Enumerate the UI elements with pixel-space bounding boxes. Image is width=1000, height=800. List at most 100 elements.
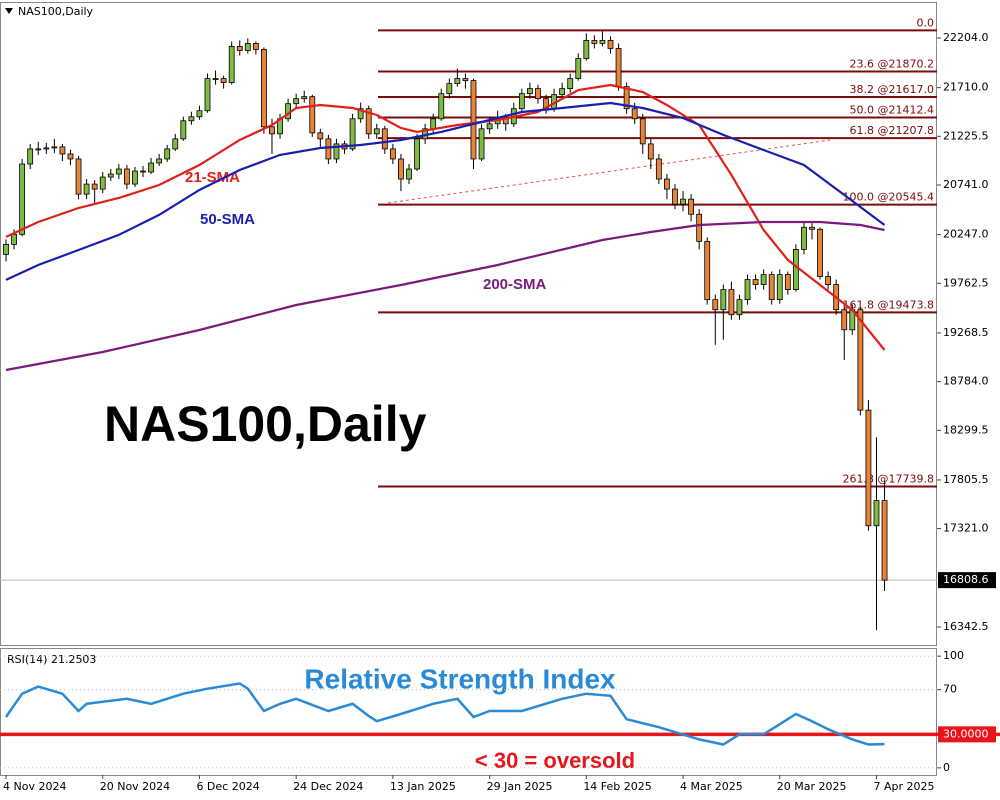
candle-body: [156, 158, 163, 164]
candle-body: [301, 96, 308, 100]
candle-body: [236, 46, 243, 51]
y-tick-label: 17321.0: [943, 522, 989, 535]
candle-body: [381, 128, 388, 150]
y-tick-label: 22204.0: [943, 31, 989, 44]
candle-body: [736, 299, 743, 316]
candle-body: [462, 78, 469, 81]
candle-body: [744, 279, 751, 301]
fib-label: 261.8 @17739.8: [843, 473, 934, 486]
candle-body: [132, 170, 138, 185]
candle-body: [51, 146, 58, 149]
candle-body: [688, 198, 694, 215]
candle-body: [365, 108, 372, 135]
candle-body: [865, 409, 872, 527]
candle-body: [398, 158, 404, 180]
y-tick-label: 20741.0: [943, 178, 989, 191]
candle-body: [228, 46, 235, 83]
candle-body: [59, 146, 66, 155]
candle-body: [204, 78, 211, 112]
y-tick-label: 18784.0: [943, 375, 989, 388]
candle-body: [373, 128, 380, 135]
fib-label: 0.0: [917, 16, 935, 29]
y-tick-label: 100: [943, 649, 964, 662]
candle-body: [881, 500, 888, 581]
oversold-note: < 30 = oversold: [475, 748, 635, 773]
candle-body: [752, 279, 759, 285]
candle-body: [712, 299, 719, 311]
fib-label: 100.0 @20545.4: [843, 191, 934, 204]
candle-body: [792, 248, 799, 290]
symbol-label: NAS100,Daily: [18, 5, 94, 18]
candle-body: [172, 138, 179, 150]
sma-line: [5, 83, 886, 351]
candle-body: [478, 128, 485, 160]
candle-body: [631, 108, 638, 120]
candle-body: [27, 148, 34, 165]
candle-body: [406, 168, 412, 180]
candle-body: [518, 93, 525, 110]
candle-body: [583, 39, 590, 59]
sma-label: 200-SMA: [483, 276, 547, 293]
candle-body: [615, 48, 622, 88]
sma-line: [5, 220, 885, 372]
fib-label: 161.8 @19473.8: [843, 298, 934, 311]
sma-label: 50-SMA: [200, 211, 255, 228]
candle-body: [244, 43, 251, 51]
y-tick-label: 17805.5: [943, 473, 989, 486]
candle-body: [357, 108, 364, 120]
candle-body: [188, 116, 195, 122]
candle-body: [430, 118, 437, 130]
candle-body: [220, 78, 227, 83]
candle-body: [591, 39, 598, 44]
y-tick-label: 21710.0: [943, 81, 989, 94]
candle-body: [607, 39, 614, 49]
main-panel-frame: [0, 2, 937, 646]
candle-body: [857, 309, 864, 411]
menu-triangle: [5, 8, 13, 14]
candle-body: [535, 88, 541, 100]
candle-body: [19, 163, 26, 235]
candle-body: [115, 168, 122, 175]
y-tick-label: 21225.5: [943, 129, 989, 142]
candle-body: [91, 183, 98, 190]
candle-body: [704, 240, 711, 301]
candle-body: [809, 226, 815, 230]
candle-body: [623, 86, 630, 110]
candle-body: [269, 126, 275, 135]
candle-body: [720, 289, 727, 311]
x-tick-label: 6 Dec 2024: [196, 780, 259, 793]
level-box: [938, 726, 996, 743]
candle-body: [99, 176, 106, 190]
candle-body: [196, 110, 203, 118]
candle-body: [83, 183, 90, 195]
candle-body: [575, 58, 582, 79]
trend-line: [387, 139, 831, 204]
candle-body: [67, 153, 74, 160]
candle-body: [349, 118, 356, 150]
level-label: 30.0000: [943, 727, 989, 740]
candle-body: [567, 78, 574, 90]
candle-body: [817, 228, 823, 277]
candle-body: [801, 226, 807, 250]
candle-body: [107, 173, 114, 178]
candle-body: [75, 158, 82, 195]
y-tick-label: 19762.5: [943, 276, 989, 289]
candle-body: [486, 123, 493, 130]
candle-body: [261, 49, 267, 128]
rsi-panel-frame: [0, 648, 937, 776]
candle-body: [325, 138, 332, 160]
candle-body: [470, 80, 477, 160]
fib-label: 38.2 @21617.0: [850, 83, 934, 96]
candle-body: [655, 158, 662, 180]
candle-body: [333, 143, 340, 160]
candle-body: [317, 132, 324, 140]
candle-body: [43, 147, 50, 150]
candle-body: [647, 143, 654, 160]
candle-body: [438, 93, 445, 120]
candle-body: [446, 83, 453, 95]
last-price-label: 16808.6: [943, 573, 989, 586]
candle-body: [760, 274, 767, 285]
candle-body: [680, 198, 686, 205]
candle-body: [414, 138, 420, 170]
